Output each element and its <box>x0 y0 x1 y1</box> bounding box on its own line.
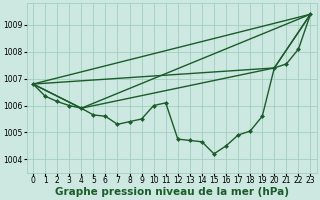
X-axis label: Graphe pression niveau de la mer (hPa): Graphe pression niveau de la mer (hPa) <box>55 187 289 197</box>
